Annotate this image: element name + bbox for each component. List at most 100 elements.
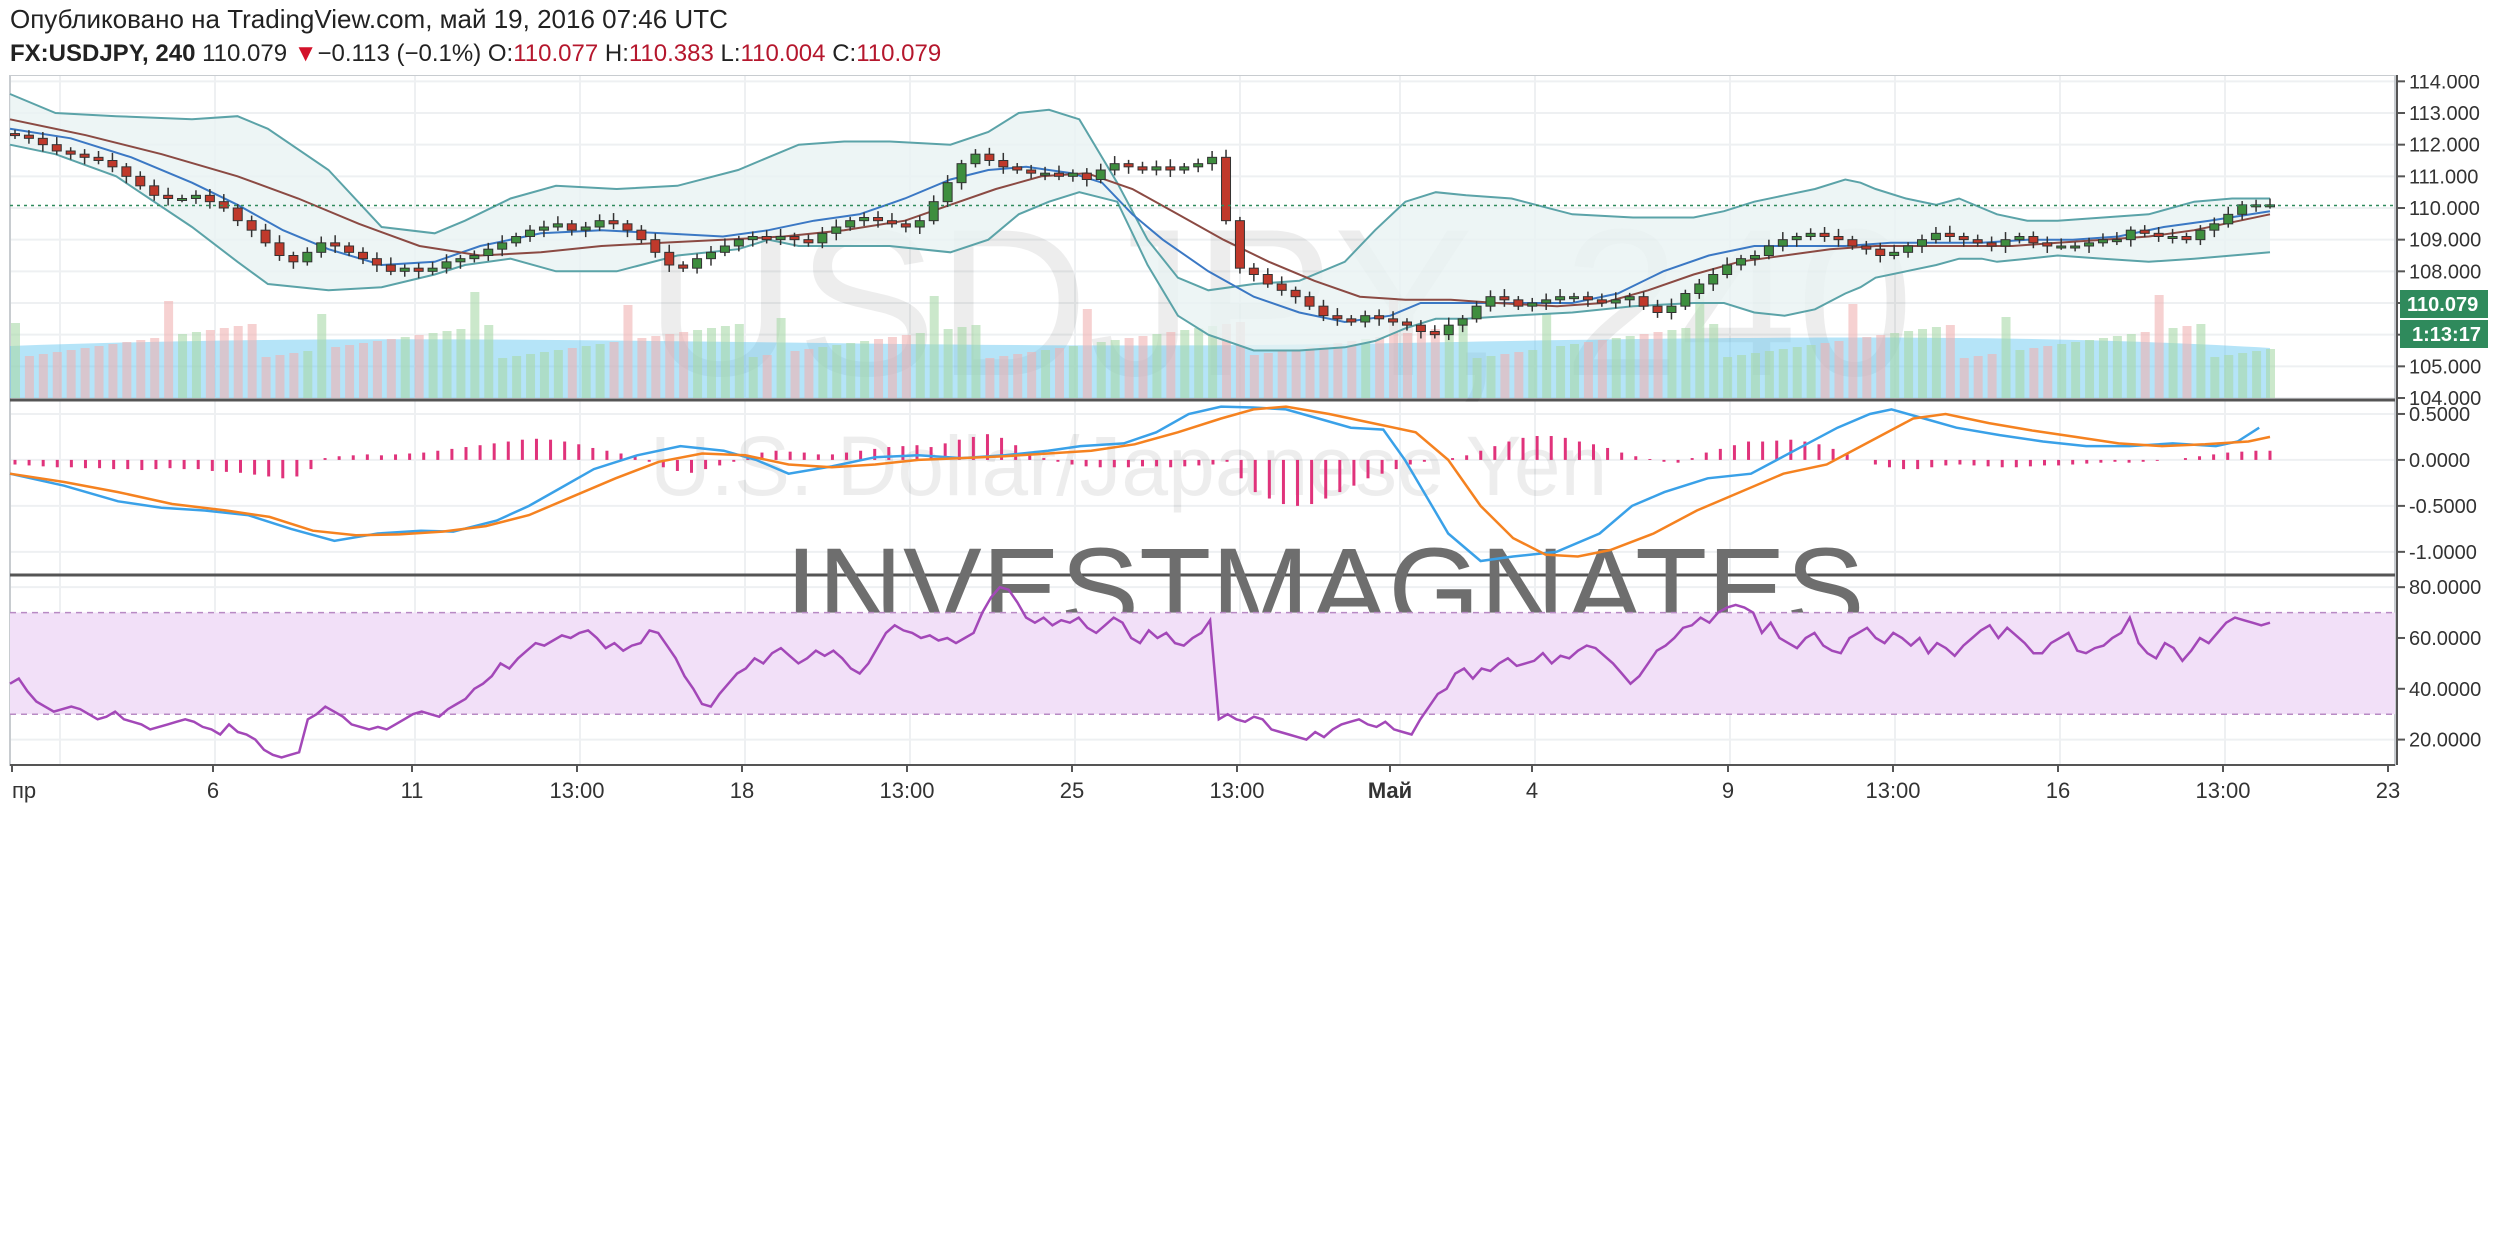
candle-body — [2042, 242, 2053, 247]
price-tag-value: 110.079 — [2407, 294, 2478, 316]
time-axis-label: пр — [12, 778, 36, 803]
volume-bar — [804, 349, 814, 398]
volume-bar — [539, 352, 549, 398]
candle-body — [1917, 239, 1928, 247]
volume-bar — [289, 353, 299, 398]
candle-body — [469, 255, 480, 260]
volume-bar — [2126, 334, 2136, 398]
candle-body — [1443, 324, 1454, 336]
volume-bar — [2154, 295, 2164, 398]
volume-bar — [1904, 331, 1914, 398]
volume-bar — [901, 335, 911, 398]
candle-body — [204, 194, 215, 203]
candle-body — [1248, 267, 1259, 276]
candle-body — [1680, 293, 1691, 307]
axis-tick-label: 109.000 — [2409, 230, 2481, 252]
published-caption: Опубликовано на TradingView.com, май 19,… — [10, 4, 728, 34]
candle-body — [2139, 229, 2150, 234]
volume-bar — [553, 350, 563, 398]
candle-body — [1471, 305, 1482, 320]
candle-body — [288, 255, 299, 263]
macd-line — [9, 405, 2260, 563]
candle-body — [942, 182, 953, 203]
time-axis[interactable]: пр 6 11 13:00 18 13:00 25 13:00 Май 4 9 13:00 16 13:0… — [10, 764, 2400, 803]
symbol-label[interactable]: FX:USDJPY, 240 — [10, 40, 196, 67]
chart-area[interactable]: USDJPY, 240 U.S. Dollar/Japanese Yen INV… — [0, 75, 2500, 1247]
low-value: 110.004 — [740, 40, 826, 67]
candle-body — [1234, 220, 1245, 269]
volume-bar — [233, 326, 243, 398]
volume-bar — [2015, 350, 2025, 398]
volume-bar — [498, 358, 508, 398]
candle-body — [1193, 163, 1204, 168]
price-tag-box — [2400, 290, 2488, 318]
volume-bar — [331, 347, 341, 398]
volume-bar — [1305, 347, 1315, 398]
candle-body — [914, 220, 925, 228]
volume-bar — [1667, 330, 1677, 398]
volume-bar — [470, 292, 480, 398]
candle-body — [511, 236, 522, 244]
bollinger-lower-line — [9, 143, 2271, 352]
price-change: −0.113 (−0.1%) — [317, 40, 482, 67]
volume-bar — [846, 343, 856, 398]
volume-bar — [2210, 357, 2220, 398]
volume-bar — [2071, 342, 2081, 398]
volume-bar — [2140, 332, 2150, 398]
volume-bar — [275, 355, 285, 398]
candle-body — [2209, 223, 2220, 231]
volume-bar — [1222, 324, 1232, 398]
time-axis-label: 9 — [1722, 778, 1734, 803]
candle-body — [2181, 236, 2192, 241]
volume-bar — [1570, 344, 1580, 398]
candle-body — [692, 258, 703, 269]
candle-body — [859, 217, 870, 222]
candle-body — [789, 236, 800, 241]
candle-body — [1123, 163, 1134, 168]
rsi-panel[interactable] — [9, 585, 2395, 759]
close-value: 110.079 — [856, 40, 942, 67]
axis-tick-label: 80.0000 — [2409, 577, 2481, 599]
volume-bar — [372, 341, 382, 398]
volume-bar — [1556, 346, 1566, 398]
candle-body — [608, 220, 619, 225]
volume-bar — [2098, 338, 2108, 398]
candle-body — [1053, 172, 1064, 177]
volume-bar — [11, 323, 20, 398]
volume-bar — [1027, 352, 1037, 398]
macd-panel[interactable] — [9, 405, 2272, 563]
countdown-value: 1:13:17 — [2412, 324, 2481, 346]
candle-body — [1527, 302, 1538, 307]
volume-bar — [1583, 342, 1593, 398]
candle-body — [1318, 305, 1329, 317]
volume-bar — [484, 325, 494, 398]
volume-bar — [2029, 348, 2039, 398]
volume-bar — [1068, 346, 1078, 398]
volume-bar — [1444, 327, 1454, 398]
candle-body — [1109, 163, 1120, 171]
candle-body — [1360, 315, 1371, 323]
candle-body — [664, 251, 675, 266]
volume-bar — [164, 301, 174, 398]
volume-bar — [2168, 328, 2178, 398]
candle-body — [2028, 236, 2039, 244]
volume-bar — [1180, 330, 1190, 398]
countdown-box — [2400, 320, 2488, 348]
axis-tick-label: 110.000 — [2409, 198, 2480, 220]
volume-bar — [706, 328, 716, 398]
candle-body — [1833, 236, 1844, 241]
candle-body — [1805, 232, 1816, 237]
volume-bar — [818, 347, 828, 398]
volume-bar — [386, 339, 396, 398]
candle-body — [232, 207, 243, 222]
volume-bar — [1681, 328, 1691, 398]
volume-bar — [1096, 342, 1106, 398]
candle-body — [761, 236, 772, 241]
candle-body — [330, 242, 341, 247]
axis-tick-label: 114.000 — [2409, 75, 2480, 93]
volume-bar — [191, 332, 201, 398]
candle-body — [427, 267, 438, 272]
volume-bar — [1764, 351, 1774, 398]
candles[interactable] — [10, 129, 2275, 341]
volume-bar — [512, 356, 522, 398]
